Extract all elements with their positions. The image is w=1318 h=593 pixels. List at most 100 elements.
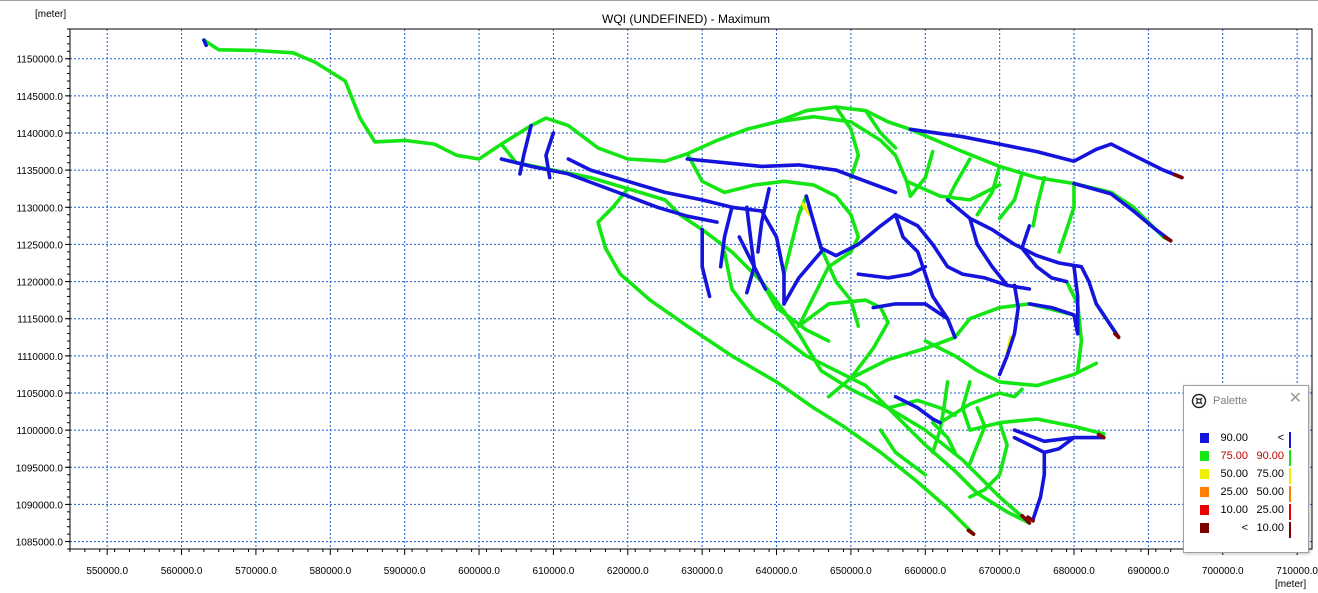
window-top-border	[0, 0, 1318, 1]
y-tick-label: 1085000.0	[16, 538, 64, 549]
river-segment-blue	[1027, 302, 1080, 336]
river-segment-green	[796, 298, 890, 399]
river-segment-blue	[945, 198, 1121, 340]
river-segment-blue	[871, 302, 950, 321]
river-segment-darkred	[1096, 432, 1106, 440]
x-tick-label: 630000.0	[681, 566, 723, 577]
river-segment-green	[863, 108, 898, 150]
palette-bar	[1289, 522, 1291, 538]
y-tick-label: 1115000.0	[17, 315, 63, 326]
palette-swatch	[1200, 451, 1209, 461]
grid-layer	[70, 29, 1312, 549]
river-segment-green	[782, 194, 809, 276]
plot-title: WQI (UNDEFINED) - Maximum	[602, 12, 770, 26]
river-segment-green	[1031, 175, 1047, 228]
palette-row: <10.00	[1184, 520, 1308, 538]
river-segment-blue	[718, 205, 734, 269]
palette-panel[interactable]: Palette ✕ 90.00 <75.00 90.00 50.00 75.00 25.0…	[1183, 385, 1309, 553]
palette-swatch	[1200, 469, 1209, 479]
y-tick-label: 1140000.0	[16, 129, 63, 140]
palette-low-value: 10.00	[1220, 504, 1248, 516]
x-tick-label: 670000.0	[979, 566, 1021, 577]
river-segment-green	[975, 164, 1002, 217]
river-segment-darkred	[1026, 515, 1035, 523]
river-network	[202, 38, 1184, 536]
palette-low-value: 90.00	[1220, 432, 1248, 444]
river-segment-green	[596, 186, 976, 536]
river-segment-darkred	[1113, 331, 1121, 340]
y-tick-label: 1090000.0	[16, 500, 64, 511]
river-segment-blue	[685, 157, 838, 172]
y-tick-label: 1130000.0	[16, 203, 63, 214]
palette-row: 10.00 25.00	[1184, 502, 1308, 520]
palette-header[interactable]: Palette ✕	[1184, 386, 1308, 416]
river-segment-green	[923, 339, 1099, 388]
y-tick-label: 1100000.0	[16, 426, 63, 437]
river-segment-green	[908, 127, 1173, 243]
x-tick-label: 570000.0	[235, 566, 277, 577]
palette-high-value: <	[1277, 432, 1284, 444]
x-tick-label: 680000.0	[1053, 566, 1095, 577]
river-segment-green	[968, 406, 987, 466]
river-segment-green	[930, 380, 950, 455]
palette-row: 90.00 <	[1184, 430, 1308, 448]
river-segment-blue	[744, 205, 757, 295]
river-segment-green	[968, 420, 1009, 499]
palette-bar	[1289, 468, 1291, 484]
x-tick-label: 650000.0	[830, 566, 872, 577]
river-segment-blue	[856, 264, 928, 280]
palette-low-value: <	[1241, 522, 1248, 534]
palette-row: 50.00 75.00	[1184, 466, 1308, 484]
river-segment-blue	[804, 194, 1032, 291]
river-segment-blue	[759, 209, 786, 306]
x-tick-label: 700000.0	[1202, 566, 1244, 577]
river-segment-green	[945, 157, 972, 202]
river-segment-blue	[968, 216, 1009, 288]
palette-high-value: 25.00	[1256, 504, 1284, 516]
x-tick-label: 560000.0	[161, 566, 203, 577]
palette-low-value: 25.00	[1220, 486, 1248, 498]
river-segment-blue	[202, 38, 208, 48]
y-tick-label: 1150000.0	[16, 55, 63, 66]
river-segment-blue	[1072, 181, 1173, 243]
y-tick-label: 1145000.0	[16, 92, 63, 103]
river-segment-blue	[544, 131, 556, 180]
x-unit-label: [meter]	[1275, 579, 1306, 590]
palette-high-value: 75.00	[1256, 468, 1284, 480]
x-tick-label: 610000.0	[533, 566, 575, 577]
palette-legend: 90.00 <75.00 90.00 50.00 75.00 25.00 50.00 10.0…	[1184, 430, 1308, 538]
river-segment-green	[202, 38, 913, 163]
close-icon[interactable]: ✕	[1288, 390, 1302, 407]
river-segment-blue	[1012, 428, 1106, 444]
river-segment-green	[849, 335, 957, 380]
river-segment-green	[938, 387, 1024, 425]
river-segment-blue	[737, 235, 768, 291]
river-segment-yellow	[800, 201, 812, 217]
river-segment-green	[819, 246, 861, 328]
river-segment-blue	[518, 123, 533, 176]
river-segment-blue	[756, 186, 771, 254]
palette-swatch	[1200, 487, 1209, 497]
y-unit-label: [meter]	[35, 9, 66, 20]
river-segment-blue	[782, 250, 823, 306]
river-segment-green	[834, 105, 861, 180]
river-segment-green	[759, 279, 831, 343]
palette-high-value: 90.00	[1256, 450, 1284, 462]
y-tick-label: 1135000.0	[16, 166, 63, 177]
river-segment-green	[930, 420, 957, 455]
river-segment-green	[886, 398, 957, 418]
river-segment-blue	[1072, 264, 1080, 336]
x-tick-label: 640000.0	[756, 566, 798, 577]
palette-swatch	[1200, 433, 1209, 443]
y-tick-label: 1120000.0	[16, 278, 63, 289]
river-segment-green	[1064, 279, 1084, 373]
river-segment-darkred	[1162, 235, 1173, 243]
river-segment-blue	[834, 168, 898, 195]
river-segment-green	[904, 179, 1002, 202]
river-segment-darkred	[966, 528, 976, 536]
river-segment-blue	[1031, 450, 1047, 522]
x-tick-label: 710000.0	[1276, 566, 1318, 577]
x-tick-label: 580000.0	[309, 566, 351, 577]
x-tick-label: 600000.0	[458, 566, 500, 577]
